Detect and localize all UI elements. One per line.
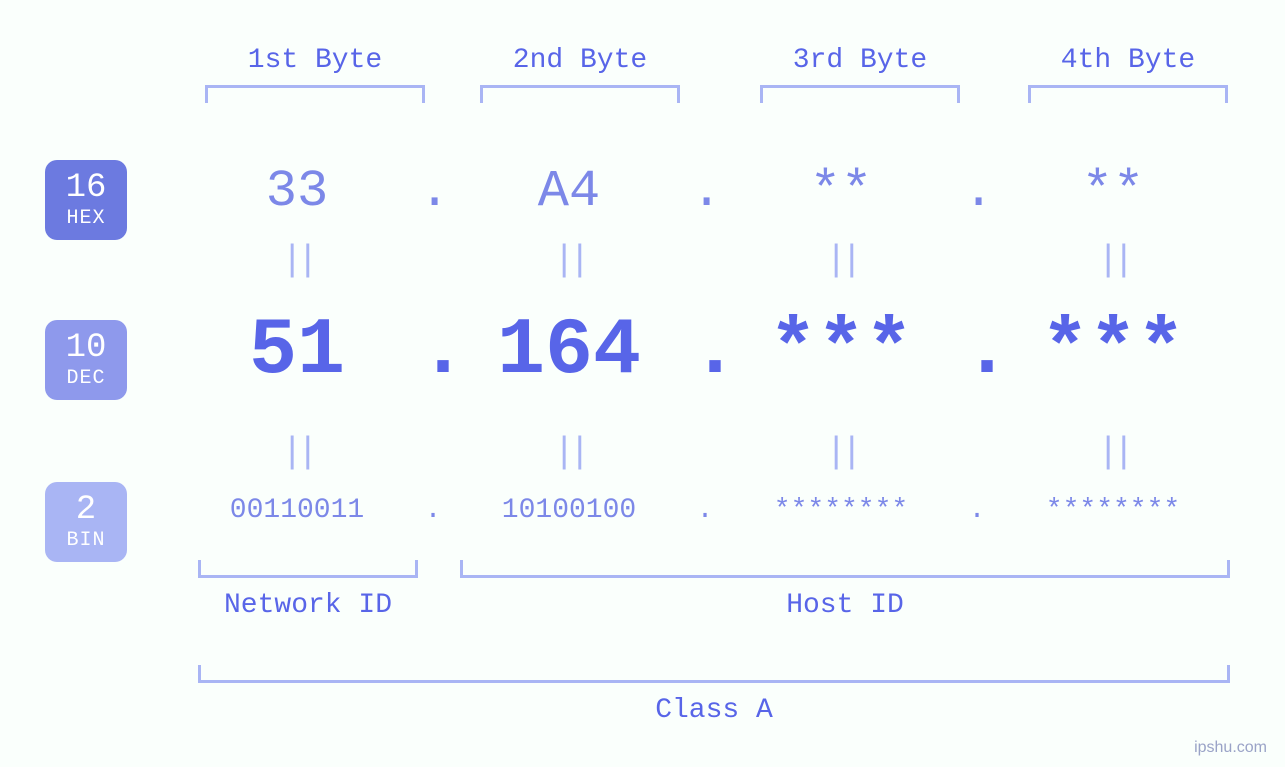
class-label: Class A bbox=[198, 695, 1230, 726]
equals-mark: || bbox=[719, 240, 963, 281]
bin-byte-3: ******** bbox=[719, 495, 963, 526]
dot-sep: . bbox=[691, 306, 719, 397]
equals-mark: || bbox=[991, 432, 1235, 473]
badge-dec: 10 DEC bbox=[45, 320, 127, 400]
dot-sep: . bbox=[419, 495, 447, 526]
badge-bin: 2 BIN bbox=[45, 482, 127, 562]
dot-sep: . bbox=[963, 162, 991, 221]
bin-byte-2: 10100100 bbox=[447, 495, 691, 526]
dec-byte-2: 164 bbox=[447, 306, 691, 397]
top-bracket-2 bbox=[480, 85, 680, 103]
badge-bin-num: 2 bbox=[76, 493, 96, 527]
badge-dec-sub: DEC bbox=[66, 369, 105, 389]
hex-byte-1: 33 bbox=[175, 162, 419, 221]
byte-label-2: 2nd Byte bbox=[460, 45, 700, 76]
equals-mark: || bbox=[447, 240, 691, 281]
dec-byte-3: *** bbox=[719, 306, 963, 397]
network-bracket bbox=[198, 560, 418, 578]
badge-bin-sub: BIN bbox=[66, 531, 105, 551]
dot-sep: . bbox=[691, 495, 719, 526]
host-bracket bbox=[460, 560, 1230, 578]
equals-row-2: || || || || bbox=[175, 432, 1235, 473]
badge-hex: 16 HEX bbox=[45, 160, 127, 240]
hex-byte-2: A4 bbox=[447, 162, 691, 221]
row-bin: 00110011 . 10100100 . ******** . *******… bbox=[175, 495, 1235, 526]
dot-sep: . bbox=[691, 162, 719, 221]
byte-label-1: 1st Byte bbox=[195, 45, 435, 76]
hex-byte-4: ** bbox=[991, 162, 1235, 221]
bin-byte-1: 00110011 bbox=[175, 495, 419, 526]
dot-sep: . bbox=[963, 495, 991, 526]
equals-mark: || bbox=[175, 240, 419, 281]
dot-sep: . bbox=[419, 162, 447, 221]
top-bracket-3 bbox=[760, 85, 960, 103]
equals-mark: || bbox=[175, 432, 419, 473]
equals-mark: || bbox=[447, 432, 691, 473]
equals-mark: || bbox=[991, 240, 1235, 281]
badge-dec-num: 10 bbox=[66, 331, 107, 365]
equals-mark: || bbox=[719, 432, 963, 473]
top-bracket-4 bbox=[1028, 85, 1228, 103]
top-bracket-1 bbox=[205, 85, 425, 103]
hex-byte-3: ** bbox=[719, 162, 963, 221]
row-hex: 33 . A4 . ** . ** bbox=[175, 162, 1235, 221]
host-id-label: Host ID bbox=[460, 590, 1230, 621]
bin-byte-4: ******** bbox=[991, 495, 1235, 526]
watermark: ipshu.com bbox=[1194, 739, 1267, 757]
class-bracket bbox=[198, 665, 1230, 683]
equals-row-1: || || || || bbox=[175, 240, 1235, 281]
dot-sep: . bbox=[419, 306, 447, 397]
byte-label-4: 4th Byte bbox=[1008, 45, 1248, 76]
row-dec: 51 . 164 . *** . *** bbox=[175, 306, 1235, 397]
badge-hex-num: 16 bbox=[66, 171, 107, 205]
byte-label-3: 3rd Byte bbox=[740, 45, 980, 76]
dec-byte-1: 51 bbox=[175, 306, 419, 397]
dec-byte-4: *** bbox=[991, 306, 1235, 397]
network-id-label: Network ID bbox=[198, 590, 418, 621]
badge-hex-sub: HEX bbox=[66, 209, 105, 229]
dot-sep: . bbox=[963, 306, 991, 397]
